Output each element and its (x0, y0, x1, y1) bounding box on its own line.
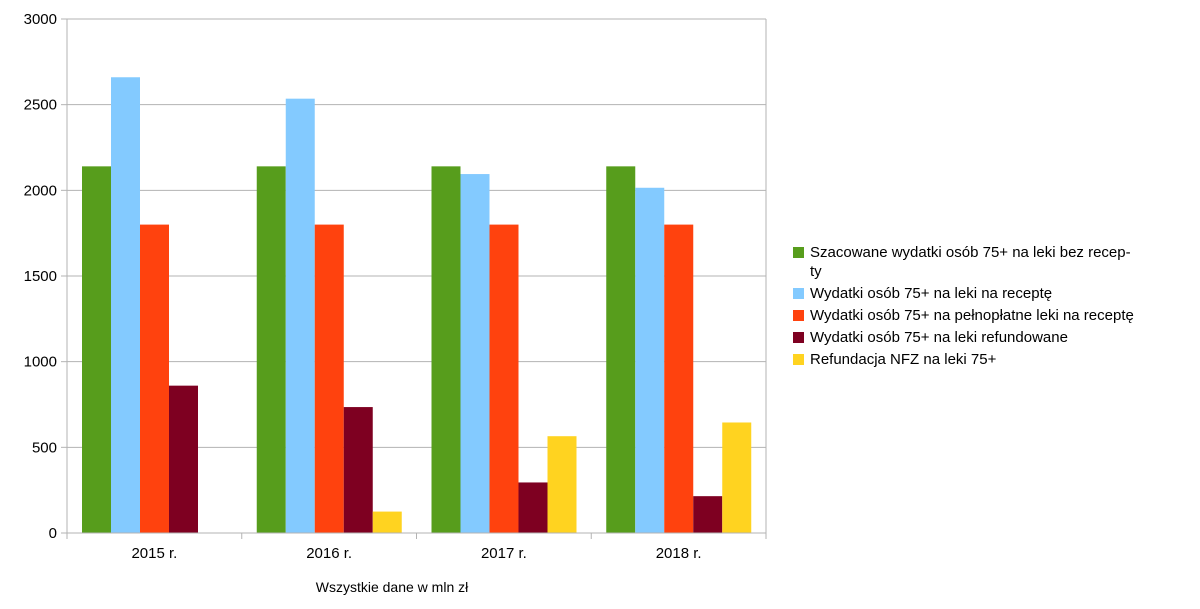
legend-swatch (793, 332, 804, 343)
legend-label: Szacowane wydatki osób 75+ na leki bez r… (810, 243, 1173, 281)
y-tick-label: 0 (49, 525, 57, 542)
y-tick-label: 1000 (24, 354, 57, 371)
bar-3-3 (489, 224, 519, 533)
x-tick-label: 2017 r. (481, 545, 527, 562)
bar-1-2 (256, 166, 286, 533)
bar-4-1 (169, 385, 198, 533)
bars (82, 77, 752, 534)
y-tick-label: 2000 (24, 182, 57, 199)
legend-label-line: Szacowane wydatki osób 75+ na leki bez r… (810, 244, 1131, 261)
bar-5-4 (722, 422, 752, 533)
legend-label-line: Wydatki osób 75+ na pełnopłatne leki na … (810, 307, 1134, 324)
y-tick-label: 3000 (24, 11, 57, 28)
bar-4-2 (343, 407, 373, 533)
legend-item: Szacowane wydatki osób 75+ na leki bez r… (793, 243, 1173, 281)
legend-swatch (793, 247, 804, 258)
bar-2-3 (460, 174, 490, 533)
legend-swatch (793, 354, 804, 365)
x-tick-label: 2016 r. (306, 545, 352, 562)
y-tick-label: 1500 (24, 268, 57, 285)
legend-label-line: Refundacja NFZ na leki 75+ (810, 351, 997, 368)
x-tick-label: 2015 r. (131, 545, 177, 562)
legend-label-line: Wydatki osób 75+ na leki refundowane (810, 329, 1068, 346)
bar-1-4 (606, 166, 636, 533)
legend-label: Wydatki osób 75+ na pełnopłatne leki na … (810, 306, 1173, 325)
legend-swatch (793, 310, 804, 321)
y-tick-label: 2500 (24, 97, 57, 114)
legend-label-line: ty (810, 263, 822, 280)
x-tick-labels: 2015 r. 2016 r. 2017 r. 2018 r. (131, 545, 701, 562)
legend-item: Wydatki osób 75+ na pełnopłatne leki na … (793, 306, 1173, 325)
x-tick-label: 2018 r. (656, 545, 702, 562)
bar-3-1 (140, 224, 169, 533)
y-tick-label: 500 (32, 439, 57, 456)
legend-item: Wydatki osób 75+ na leki na receptę (793, 284, 1173, 303)
y-tick-labels: 0 500 1000 1500 2000 2500 3000 (24, 11, 57, 542)
bar-5-3 (547, 436, 577, 533)
legend-item: Refundacja NFZ na leki 75+ (793, 350, 1173, 369)
bar-4-3 (518, 482, 548, 533)
legend-label: Wydatki osób 75+ na leki refundowane (810, 328, 1173, 347)
axes (61, 18, 767, 539)
bar-2-2 (285, 98, 315, 534)
bar-3-4 (664, 224, 694, 533)
legend-swatch (793, 288, 804, 299)
bar-2-4 (635, 187, 665, 533)
bar-1-3 (431, 166, 461, 533)
bar-1-1 (82, 166, 111, 533)
legend: Szacowane wydatki osób 75+ na leki bez r… (793, 243, 1173, 372)
bar-4-4 (693, 496, 723, 533)
legend-item: Wydatki osób 75+ na leki refundowane (793, 328, 1173, 347)
units-note: Wszystkie dane w mln zł (316, 579, 469, 595)
bar-5-2 (372, 511, 402, 533)
legend-label-line: Wydatki osób 75+ na leki na receptę (810, 285, 1053, 302)
legend-label: Refundacja NFZ na leki 75+ (810, 350, 1173, 369)
bar-3-2 (314, 224, 344, 533)
legend-label: Wydatki osób 75+ na leki na receptę (810, 284, 1173, 303)
bar-2-1 (111, 77, 140, 534)
